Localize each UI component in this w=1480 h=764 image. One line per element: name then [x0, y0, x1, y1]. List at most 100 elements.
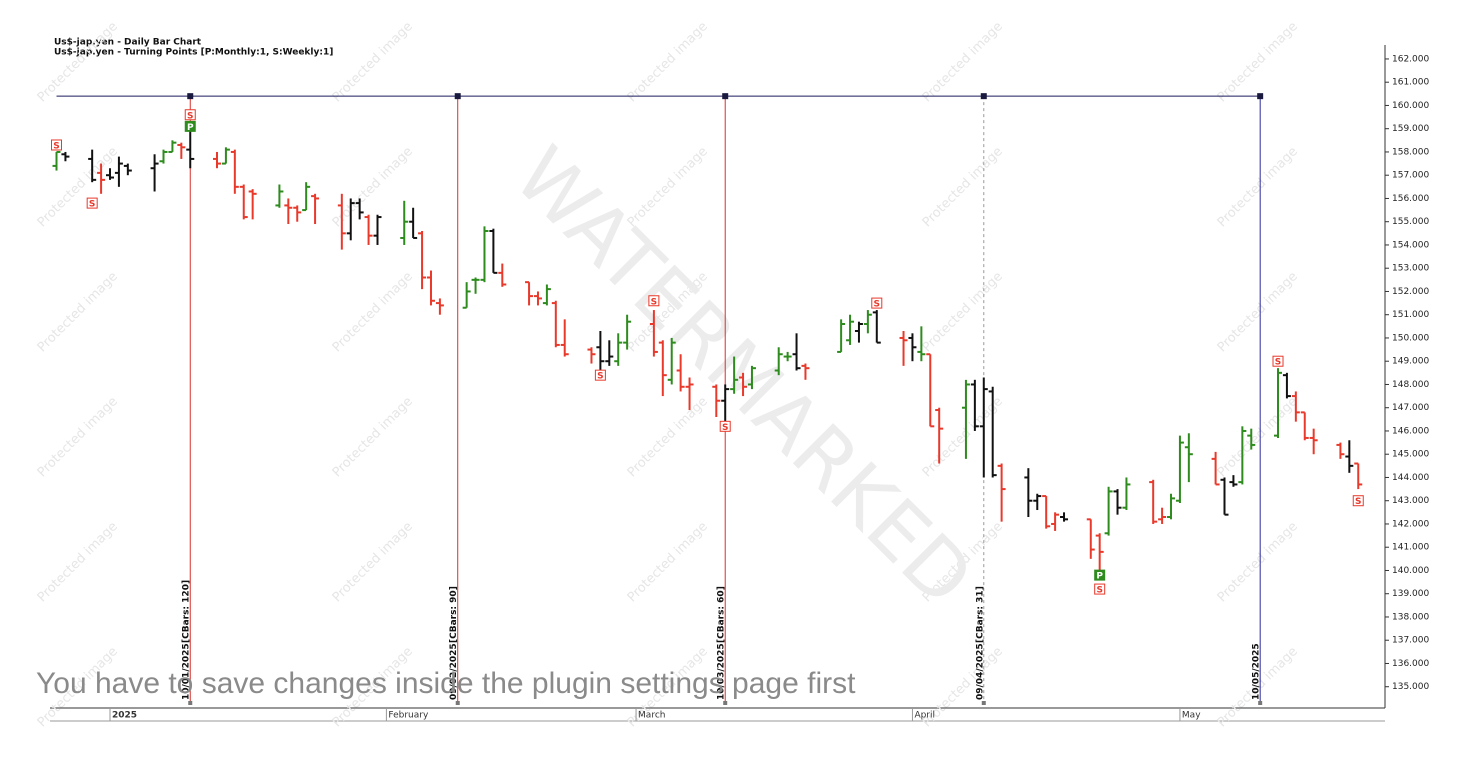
y-tick-label: 151.000 [1392, 310, 1429, 320]
y-tick-label: 140.000 [1392, 566, 1429, 576]
y-tick-label: 154.000 [1392, 240, 1429, 250]
turning-point-label: S [53, 141, 59, 151]
turning-point-label: S [1275, 358, 1281, 368]
cycle-foot [455, 701, 460, 705]
cycle-node [187, 93, 194, 100]
protected-watermark: Protected image [920, 19, 1006, 105]
protected-watermark: Protected image [920, 144, 1006, 230]
turning-point-label: S [597, 372, 603, 382]
cycle-node [980, 93, 987, 100]
turning-point-box [86, 197, 98, 209]
turning-point-box [871, 297, 883, 309]
protected-watermark: Protected image [1215, 394, 1301, 480]
turning-point-label: S [722, 423, 728, 433]
turning-point-label: S [1096, 586, 1102, 596]
turning-point-box [184, 109, 196, 121]
y-tick-label: 136.000 [1392, 659, 1429, 669]
protected-watermark: Protected image [330, 269, 416, 355]
x-tick-label: 2025 [112, 711, 137, 721]
y-tick-label: 148.000 [1392, 380, 1429, 390]
turning-point-label: P [1096, 572, 1103, 582]
protected-watermark: Protected image [330, 394, 416, 480]
y-tick-label: 147.000 [1392, 403, 1429, 413]
x-tick-label: February [388, 711, 429, 721]
turning-point-box [594, 369, 606, 381]
turning-point-box [1352, 495, 1364, 507]
protected-watermark: Protected image [35, 19, 121, 105]
cycle-node [722, 93, 729, 100]
protected-watermark: Protected image [1215, 19, 1301, 105]
protected-watermark: Protected image [330, 519, 416, 605]
x-tick-label: March [638, 711, 665, 721]
cycle-bars: [CBars: 120] [182, 580, 192, 643]
y-tick-label: 143.000 [1392, 496, 1429, 506]
chart-subtitle: Us$-jap.yen - Turning Points [P:Monthly:… [54, 48, 333, 58]
turning-point-box [51, 139, 63, 151]
notice: You have to save changes inside the plug… [36, 667, 856, 700]
protected-watermark: Protected image [1215, 519, 1301, 605]
protected-watermark: Protected image [1215, 144, 1301, 230]
protected-watermark: Protected image [35, 144, 121, 230]
turning-point-box [1094, 569, 1106, 581]
cycle-bars: [CBars: 90] [449, 586, 459, 643]
protected-watermark: Protected image [330, 19, 416, 105]
y-tick-label: 141.000 [1392, 543, 1429, 553]
y-tick-label: 155.000 [1392, 217, 1429, 227]
y-tick-label: 157.000 [1392, 171, 1429, 181]
turning-point-box [648, 295, 660, 307]
cycle-node [1257, 93, 1264, 100]
y-tick-label: 159.000 [1392, 124, 1429, 134]
turning-point-box [719, 420, 731, 432]
turning-point-box [1094, 583, 1106, 595]
protected-watermark: Protected image [35, 394, 121, 480]
protected-watermark: Protected image [625, 394, 711, 480]
y-tick-label: 160.000 [1392, 101, 1429, 111]
turning-point-box [1272, 355, 1284, 367]
protected-watermark: Protected image [625, 519, 711, 605]
y-tick-label: 161.000 [1392, 78, 1429, 88]
cycle-bars: [CBars: 31] [975, 586, 985, 643]
protected-watermark: Protected image [920, 269, 1006, 355]
turning-point-label: S [1355, 497, 1361, 507]
y-tick-label: 156.000 [1392, 194, 1429, 204]
y-tick-label: 144.000 [1392, 473, 1429, 483]
y-tick-label: 145.000 [1392, 450, 1429, 460]
cycle-foot [188, 701, 193, 705]
cycle-bars: [CBars: 60] [717, 586, 727, 643]
y-tick-label: 146.000 [1392, 426, 1429, 436]
turning-point-label: S [187, 111, 193, 121]
x-tick-label: May [1182, 711, 1201, 721]
cycle-node [454, 93, 461, 100]
y-tick-label: 135.000 [1392, 682, 1429, 692]
protected-watermark: Protected image [625, 19, 711, 105]
turning-point-label: S [651, 297, 657, 307]
y-tick-label: 153.000 [1392, 264, 1429, 274]
cycle-date: 10/01/2025 [182, 643, 192, 700]
cycle-date: 10/05/2025 [1252, 643, 1262, 700]
x-tick-label: April [914, 711, 935, 721]
protected-watermark: Protected image [35, 269, 121, 355]
y-tick-label: 137.000 [1392, 636, 1429, 646]
turning-point-label: S [89, 200, 95, 210]
protected-watermark: Protected image [1215, 269, 1301, 355]
y-tick-label: 162.000 [1392, 54, 1429, 64]
y-tick-label: 150.000 [1392, 333, 1429, 343]
turning-point-label: S [874, 300, 880, 310]
y-tick-label: 142.000 [1392, 519, 1429, 529]
chart-title: Us$-jap.yen - Daily Bar Chart [54, 38, 202, 48]
y-tick-label: 158.000 [1392, 147, 1429, 157]
turning-point-box [184, 120, 196, 132]
y-tick-label: 152.000 [1392, 287, 1429, 297]
cycle-date: 09/02/2025 [449, 643, 459, 700]
y-tick-label: 138.000 [1392, 612, 1429, 622]
cycle-date: 10/03/2025 [717, 643, 727, 700]
protected-watermark: Protected image [35, 519, 121, 605]
y-tick-label: 139.000 [1392, 589, 1429, 599]
turning-point-label: P [187, 123, 194, 133]
y-tick-label: 149.000 [1392, 357, 1429, 367]
cycle-date: 09/04/2025 [975, 643, 985, 700]
cycle-foot [981, 701, 986, 705]
cycle-foot [723, 701, 728, 705]
cycle-foot [1258, 701, 1263, 705]
